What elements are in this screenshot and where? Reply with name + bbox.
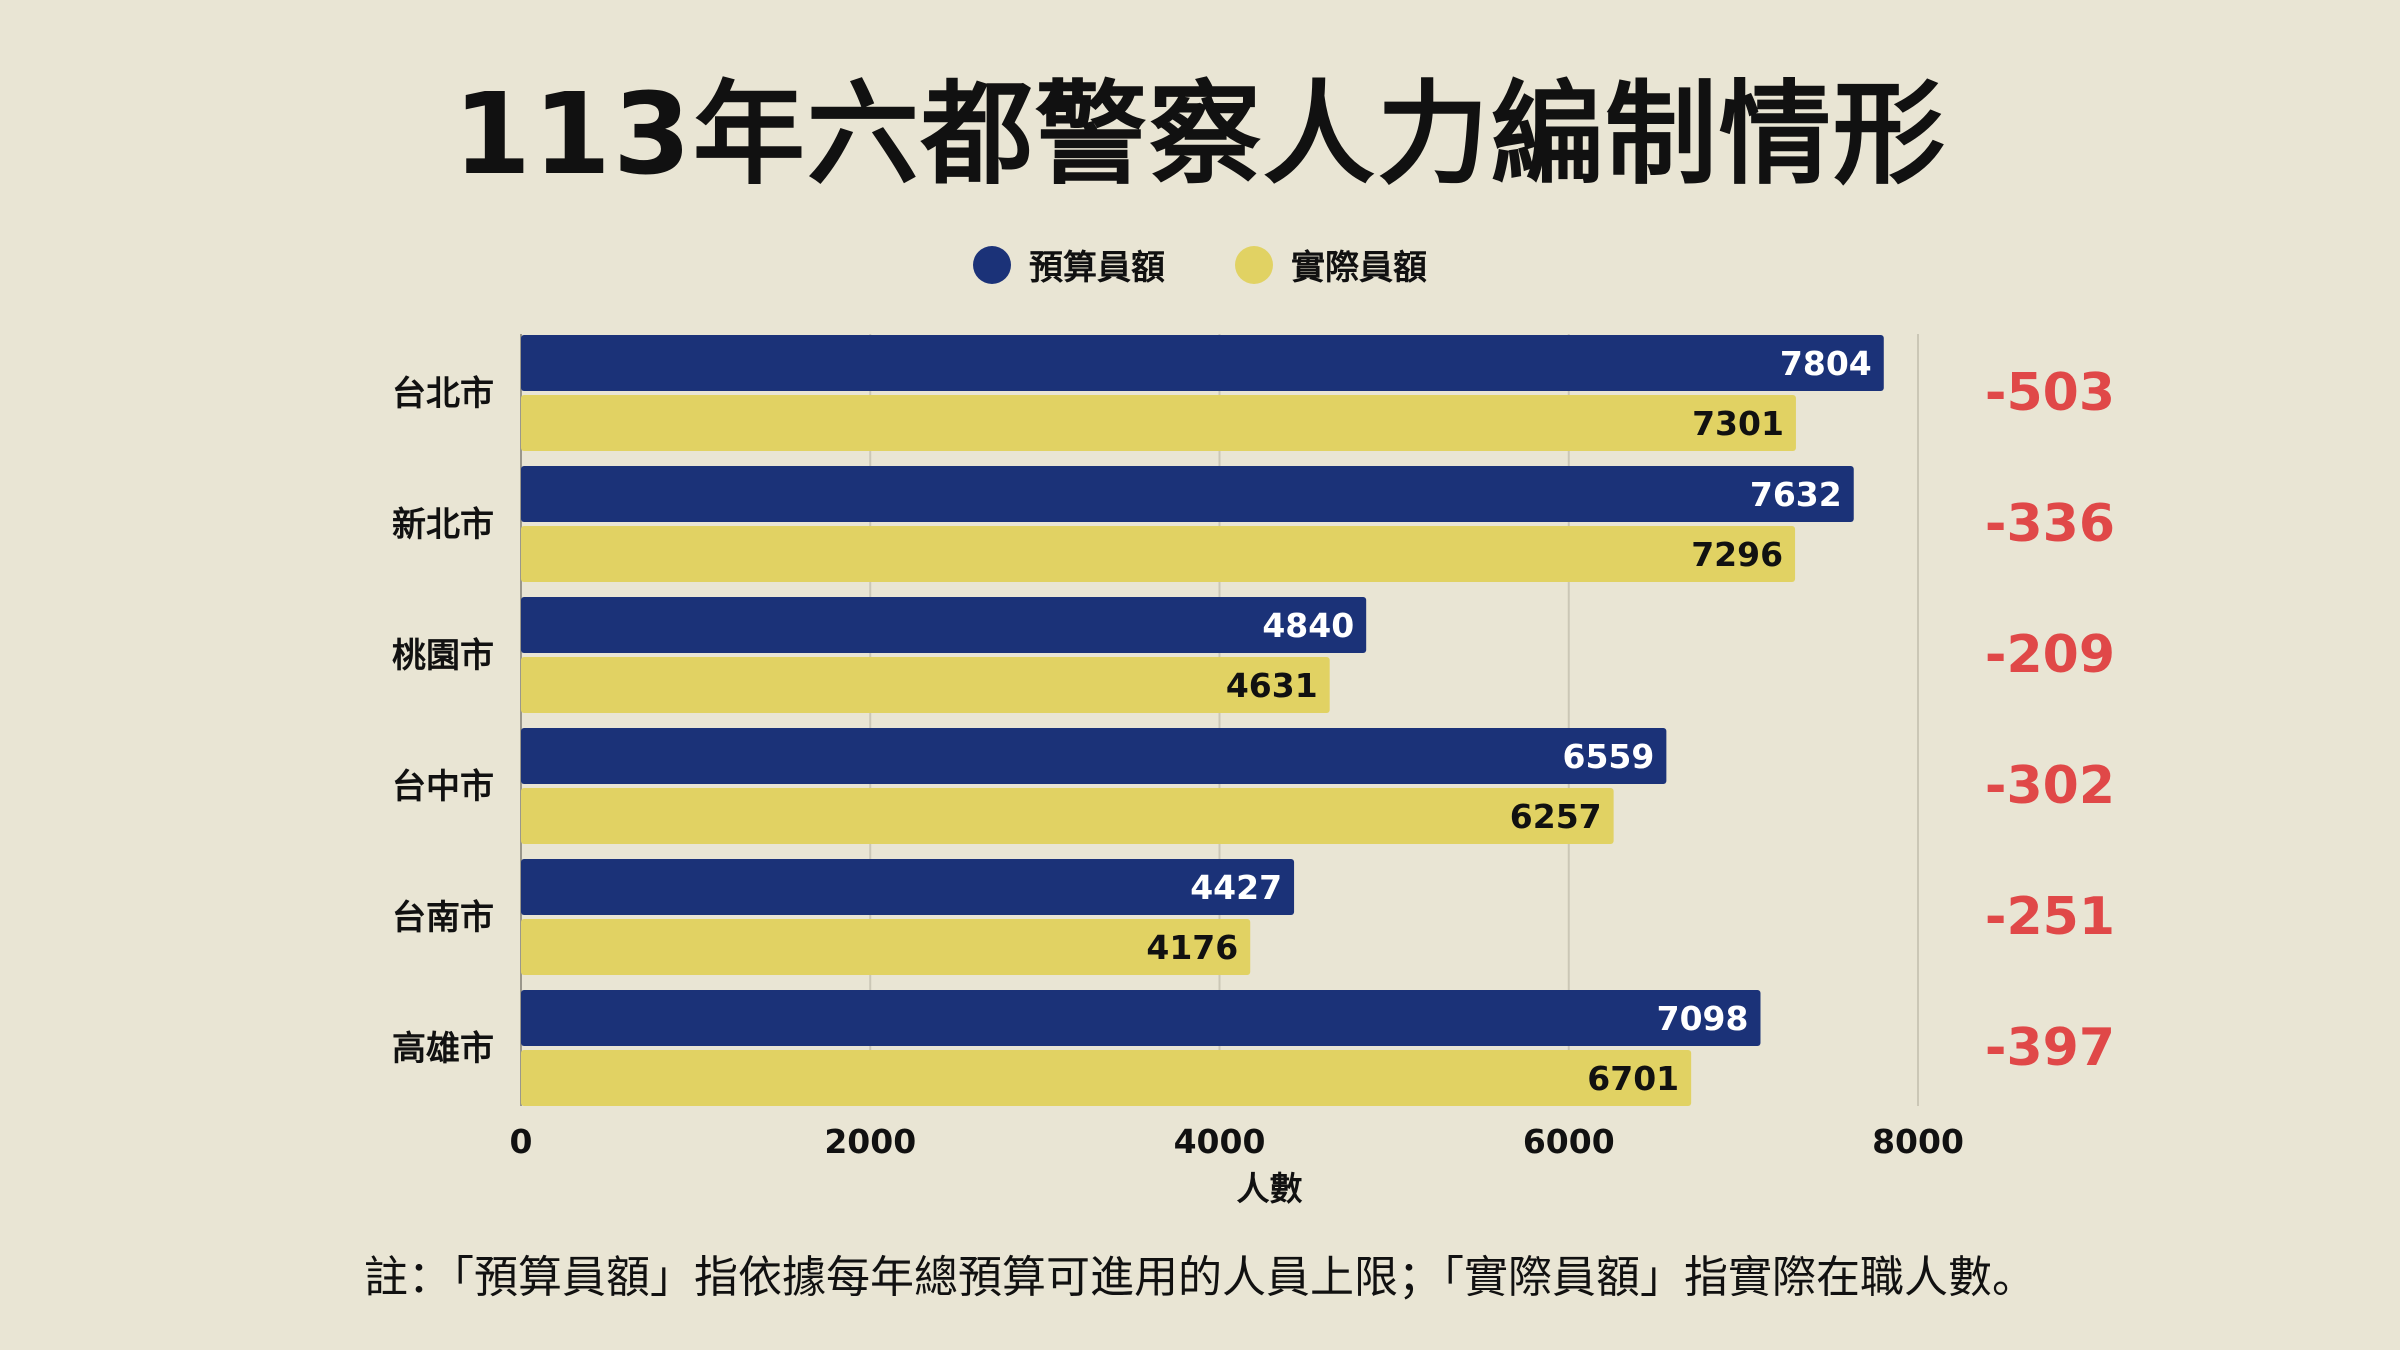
x-axis-label: 人數 bbox=[1237, 1169, 1303, 1208]
category-label: 桃園市 bbox=[392, 636, 494, 676]
difference-label: -503 bbox=[1985, 363, 2115, 423]
bar-value-label: 7296 bbox=[1691, 535, 1783, 574]
bar-value-label: 4840 bbox=[1262, 606, 1354, 645]
difference-label: -397 bbox=[1985, 1018, 2115, 1078]
bar-budget bbox=[521, 728, 1667, 784]
legend-label-actual: 實際員額 bbox=[1291, 248, 1427, 288]
x-tick-label: 8000 bbox=[1872, 1122, 1964, 1161]
bar-value-label: 4427 bbox=[1190, 868, 1282, 907]
bar-actual bbox=[521, 1050, 1692, 1106]
bar-actual bbox=[521, 395, 1796, 451]
bar-budget bbox=[521, 859, 1295, 915]
bar-actual bbox=[521, 788, 1614, 844]
legend-item-actual: 實際員額 bbox=[1235, 240, 1427, 289]
bar-actual bbox=[521, 657, 1330, 713]
bar-value-label: 7632 bbox=[1750, 475, 1842, 514]
bar-value-label: 4176 bbox=[1146, 928, 1238, 967]
x-tick-label: 6000 bbox=[1523, 1122, 1615, 1161]
legend-label-budget: 預算員額 bbox=[1029, 248, 1165, 288]
bar-budget bbox=[521, 335, 1884, 391]
difference-label: -251 bbox=[1985, 887, 2115, 947]
legend-item-budget: 預算員額 bbox=[973, 240, 1165, 289]
x-tick-label: 2000 bbox=[824, 1122, 916, 1161]
x-tick-label: 0 bbox=[510, 1122, 533, 1161]
chart-title: 113年六都警察人力編制情形 bbox=[453, 70, 1947, 200]
bar-budget bbox=[521, 990, 1761, 1046]
bar-value-label: 7301 bbox=[1692, 404, 1784, 443]
bar-value-label: 6559 bbox=[1563, 737, 1655, 776]
bar-value-label: 4631 bbox=[1226, 666, 1318, 705]
bar-value-label: 6257 bbox=[1510, 797, 1602, 836]
bar-chart: 0 2000 4000 6000 8000 人數 台北市 7804 7301 -503 新北市 763… bbox=[392, 334, 2115, 1208]
category-label: 新北市 bbox=[392, 505, 494, 545]
legend: 預算員額 實際員額 bbox=[0, 240, 2400, 289]
category-label: 台中市 bbox=[392, 767, 494, 807]
legend-swatch-actual bbox=[1235, 245, 1273, 284]
difference-label: -209 bbox=[1985, 625, 2115, 685]
difference-label: -336 bbox=[1985, 494, 2115, 554]
difference-label: -302 bbox=[1985, 756, 2115, 816]
category-label: 高雄市 bbox=[392, 1029, 494, 1069]
legend-swatch-budget bbox=[973, 245, 1011, 284]
bar-actual bbox=[521, 526, 1796, 582]
footnote: 註：「預算員額」指依據每年總預算可進用的人員上限；「實際員額」指實際在職人數。 bbox=[364, 1252, 2036, 1303]
bar-value-label: 7098 bbox=[1657, 999, 1749, 1038]
category-label: 台北市 bbox=[392, 374, 494, 414]
bar-actual bbox=[521, 919, 1251, 975]
bar-budget bbox=[521, 466, 1854, 522]
category-label: 台南市 bbox=[392, 898, 494, 938]
bar-value-label: 7804 bbox=[1780, 344, 1872, 383]
bar-budget bbox=[521, 597, 1367, 653]
bar-value-label: 6701 bbox=[1587, 1059, 1679, 1098]
x-tick-label: 4000 bbox=[1174, 1122, 1266, 1161]
